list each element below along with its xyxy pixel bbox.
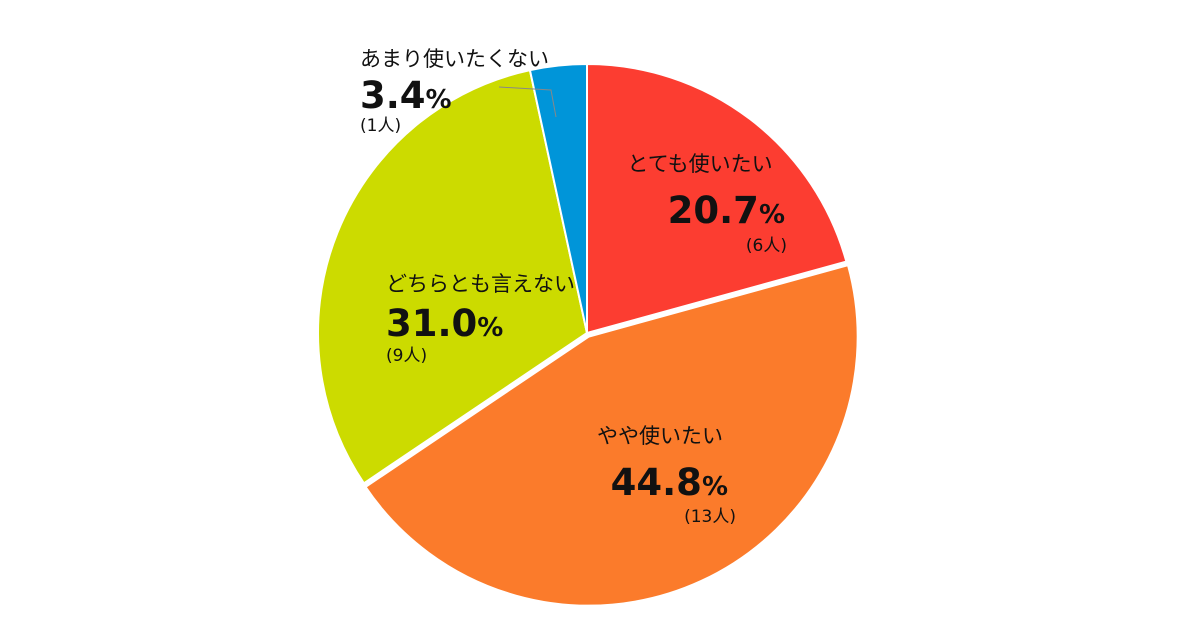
pie-slice-2 (364, 264, 859, 607)
pie-slice-1 (586, 63, 848, 334)
slice-percent-value-2: 44.8 (611, 461, 702, 504)
percent-sign: % (759, 200, 785, 230)
slice-percent-value-3: 31.0 (386, 302, 477, 345)
label-group-slice-1: とても使いたい 20.7% (6人) (627, 152, 787, 256)
slice-label-2: やや使いたい (597, 424, 723, 448)
slice-label-4: あまり使いたくない (360, 47, 549, 71)
percent-sign: % (702, 472, 728, 502)
slice-count-3: (9人) (386, 346, 427, 366)
slice-percent-1: 20.7% (668, 189, 785, 232)
pie-slices (317, 63, 859, 607)
label-group-slice-4: あまり使いたくない 3.4% (1人) (360, 47, 549, 136)
slice-percent-2: 44.8% (611, 461, 728, 504)
pie-slice-3 (317, 69, 588, 485)
percent-sign: % (477, 313, 503, 343)
pie-slice-4 (528, 63, 588, 334)
percent-sign: % (426, 85, 452, 115)
leader-line-slice-4 (498, 86, 557, 118)
slice-percent-3: 31.0% (386, 302, 503, 345)
label-group-slice-3: どちらとも言えない 31.0% (9人) (386, 272, 575, 366)
slice-count-2: (13人) (684, 507, 736, 527)
slice-percent-4: 3.4% (360, 74, 452, 117)
slice-percent-value-1: 20.7 (668, 189, 759, 232)
slice-count-1: (6人) (746, 236, 787, 256)
slice-count-4: (1人) (360, 116, 401, 136)
slice-label-3: どちらとも言えない (386, 272, 575, 296)
label-group-slice-2: やや使いたい 44.8% (13人) (597, 424, 736, 527)
slice-label-1: とても使いたい (627, 152, 772, 176)
slice-percent-value-4: 3.4 (360, 74, 426, 117)
